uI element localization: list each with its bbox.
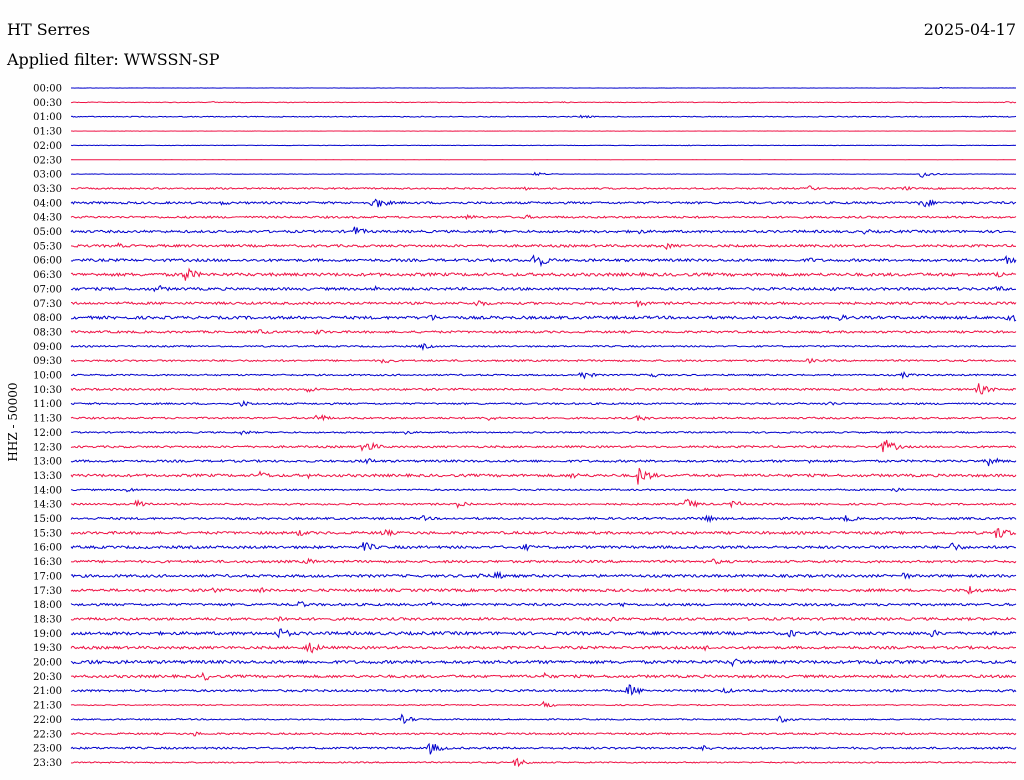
seismic-trace-line	[70, 343, 1017, 352]
seismic-trace-line	[71, 371, 1017, 380]
row-time-label: 23:30	[33, 758, 62, 769]
row-time-label: 10:00	[33, 371, 62, 382]
row-time-label: 17:00	[33, 571, 62, 582]
row-time-label: 20:00	[33, 658, 62, 669]
row-time-label: 19:30	[33, 643, 62, 654]
row-time-label: 07:30	[33, 299, 62, 310]
seismic-trace-line	[70, 198, 1017, 208]
row-time-label: 12:30	[33, 442, 62, 453]
seismic-trace-line	[70, 329, 1017, 335]
row-time-label: 21:00	[33, 686, 62, 697]
seismic-trace-line	[70, 399, 1017, 407]
row-time-label: 06:30	[33, 270, 62, 281]
row-time-label: 09:00	[33, 342, 62, 353]
row-time-label: 02:00	[33, 141, 62, 152]
seismic-trace-line	[70, 439, 1017, 453]
row-time-label: 11:30	[33, 414, 62, 425]
row-time-label: 03:30	[33, 184, 62, 195]
seismic-trace-line	[70, 586, 1017, 595]
row-time-label: 09:30	[33, 356, 62, 367]
station-name: HT Serres	[7, 20, 91, 39]
seismic-trace-line	[70, 213, 1017, 221]
row-time-label: 04:30	[33, 213, 62, 224]
seismic-trace-line	[70, 114, 1017, 119]
seismic-trace-line	[70, 254, 1017, 268]
row-time-label: 00:30	[33, 98, 62, 109]
seismic-trace-line	[70, 226, 1017, 235]
seismic-trace-line	[70, 757, 1017, 768]
seismic-trace-line	[70, 742, 1017, 755]
row-time-label: 01:00	[33, 112, 62, 123]
seismic-trace-line	[70, 383, 1017, 395]
seismic-trace-line	[70, 542, 1017, 552]
row-time-label: 03:00	[33, 170, 62, 181]
row-time-label: 14:00	[33, 485, 62, 496]
seismic-trace-line	[70, 430, 1017, 436]
row-time-label: 16:00	[33, 543, 62, 554]
row-time-label: 06:00	[33, 256, 62, 267]
seismic-trace-line	[70, 658, 1017, 668]
seismic-trace-line	[70, 514, 1017, 524]
seismic-trace-line	[70, 601, 1017, 608]
seismic-trace-line	[70, 570, 1017, 580]
seismic-trace-line	[70, 171, 1017, 178]
row-time-label: 05:30	[33, 241, 62, 252]
row-time-label: 21:30	[33, 701, 62, 712]
seismic-trace-line	[70, 101, 1017, 104]
seismic-trace-line	[70, 242, 1017, 251]
row-time-label: 04:00	[33, 198, 62, 209]
row-time-label: 22:30	[33, 729, 62, 740]
row-time-label: 07:00	[33, 284, 62, 295]
row-time-label: 17:30	[33, 586, 62, 597]
seismic-trace-line	[70, 731, 1017, 737]
row-time-label: 12:00	[33, 428, 62, 439]
seismic-trace-line	[70, 467, 1017, 485]
seismic-trace-line	[70, 700, 1017, 708]
seismic-trace-line	[70, 684, 1017, 696]
row-time-label: 02:30	[33, 155, 62, 166]
seismic-trace-line	[70, 413, 1017, 422]
row-time-label: 01:30	[33, 127, 62, 138]
seismic-trace-line	[70, 144, 1017, 147]
row-time-label: 00:00	[33, 84, 62, 95]
seismic-trace-line	[70, 313, 1017, 322]
filter-label: Applied filter: WWSSN-SP	[7, 50, 220, 69]
seismic-trace-line	[70, 457, 1017, 467]
seismic-trace-line	[70, 299, 1017, 308]
seismic-trace-line	[70, 487, 1017, 493]
row-time-label: 15:30	[33, 528, 62, 539]
row-time-label: 20:30	[33, 672, 62, 683]
row-time-label: 14:30	[33, 500, 62, 511]
seismic-trace-line	[70, 357, 1017, 364]
row-time-label: 13:30	[33, 471, 62, 482]
row-time-label: 08:00	[33, 313, 62, 324]
row-time-label: 18:00	[33, 600, 62, 611]
seismic-trace-line	[70, 528, 1017, 538]
seismic-trace-line	[70, 185, 1017, 191]
row-time-label: 08:30	[33, 327, 62, 338]
seismic-trace-line	[70, 557, 1017, 565]
seismic-trace-line	[70, 671, 1017, 681]
row-time-label: 13:00	[33, 457, 62, 468]
row-time-label: 15:00	[33, 514, 62, 525]
row-time-label: 22:00	[33, 715, 62, 726]
row-time-label: 11:00	[33, 399, 62, 410]
seismic-trace-line	[70, 642, 1017, 654]
seismic-trace-line	[70, 267, 1017, 281]
seismic-trace-line	[70, 498, 1017, 509]
seismic-trace-line	[70, 284, 1017, 293]
seismic-trace-line	[70, 713, 1017, 725]
row-time-label: 18:30	[33, 614, 62, 625]
row-time-label: 16:30	[33, 557, 62, 568]
seismic-trace-line	[70, 628, 1017, 639]
row-time-label: 05:00	[33, 227, 62, 238]
row-time-label: 23:00	[33, 744, 62, 755]
seismic-trace-line	[70, 616, 1017, 623]
row-time-label: 19:00	[33, 629, 62, 640]
seismic-trace-line	[71, 87, 1016, 89]
row-time-label: 10:30	[33, 385, 62, 396]
date-label: 2025-04-17	[923, 20, 1016, 39]
